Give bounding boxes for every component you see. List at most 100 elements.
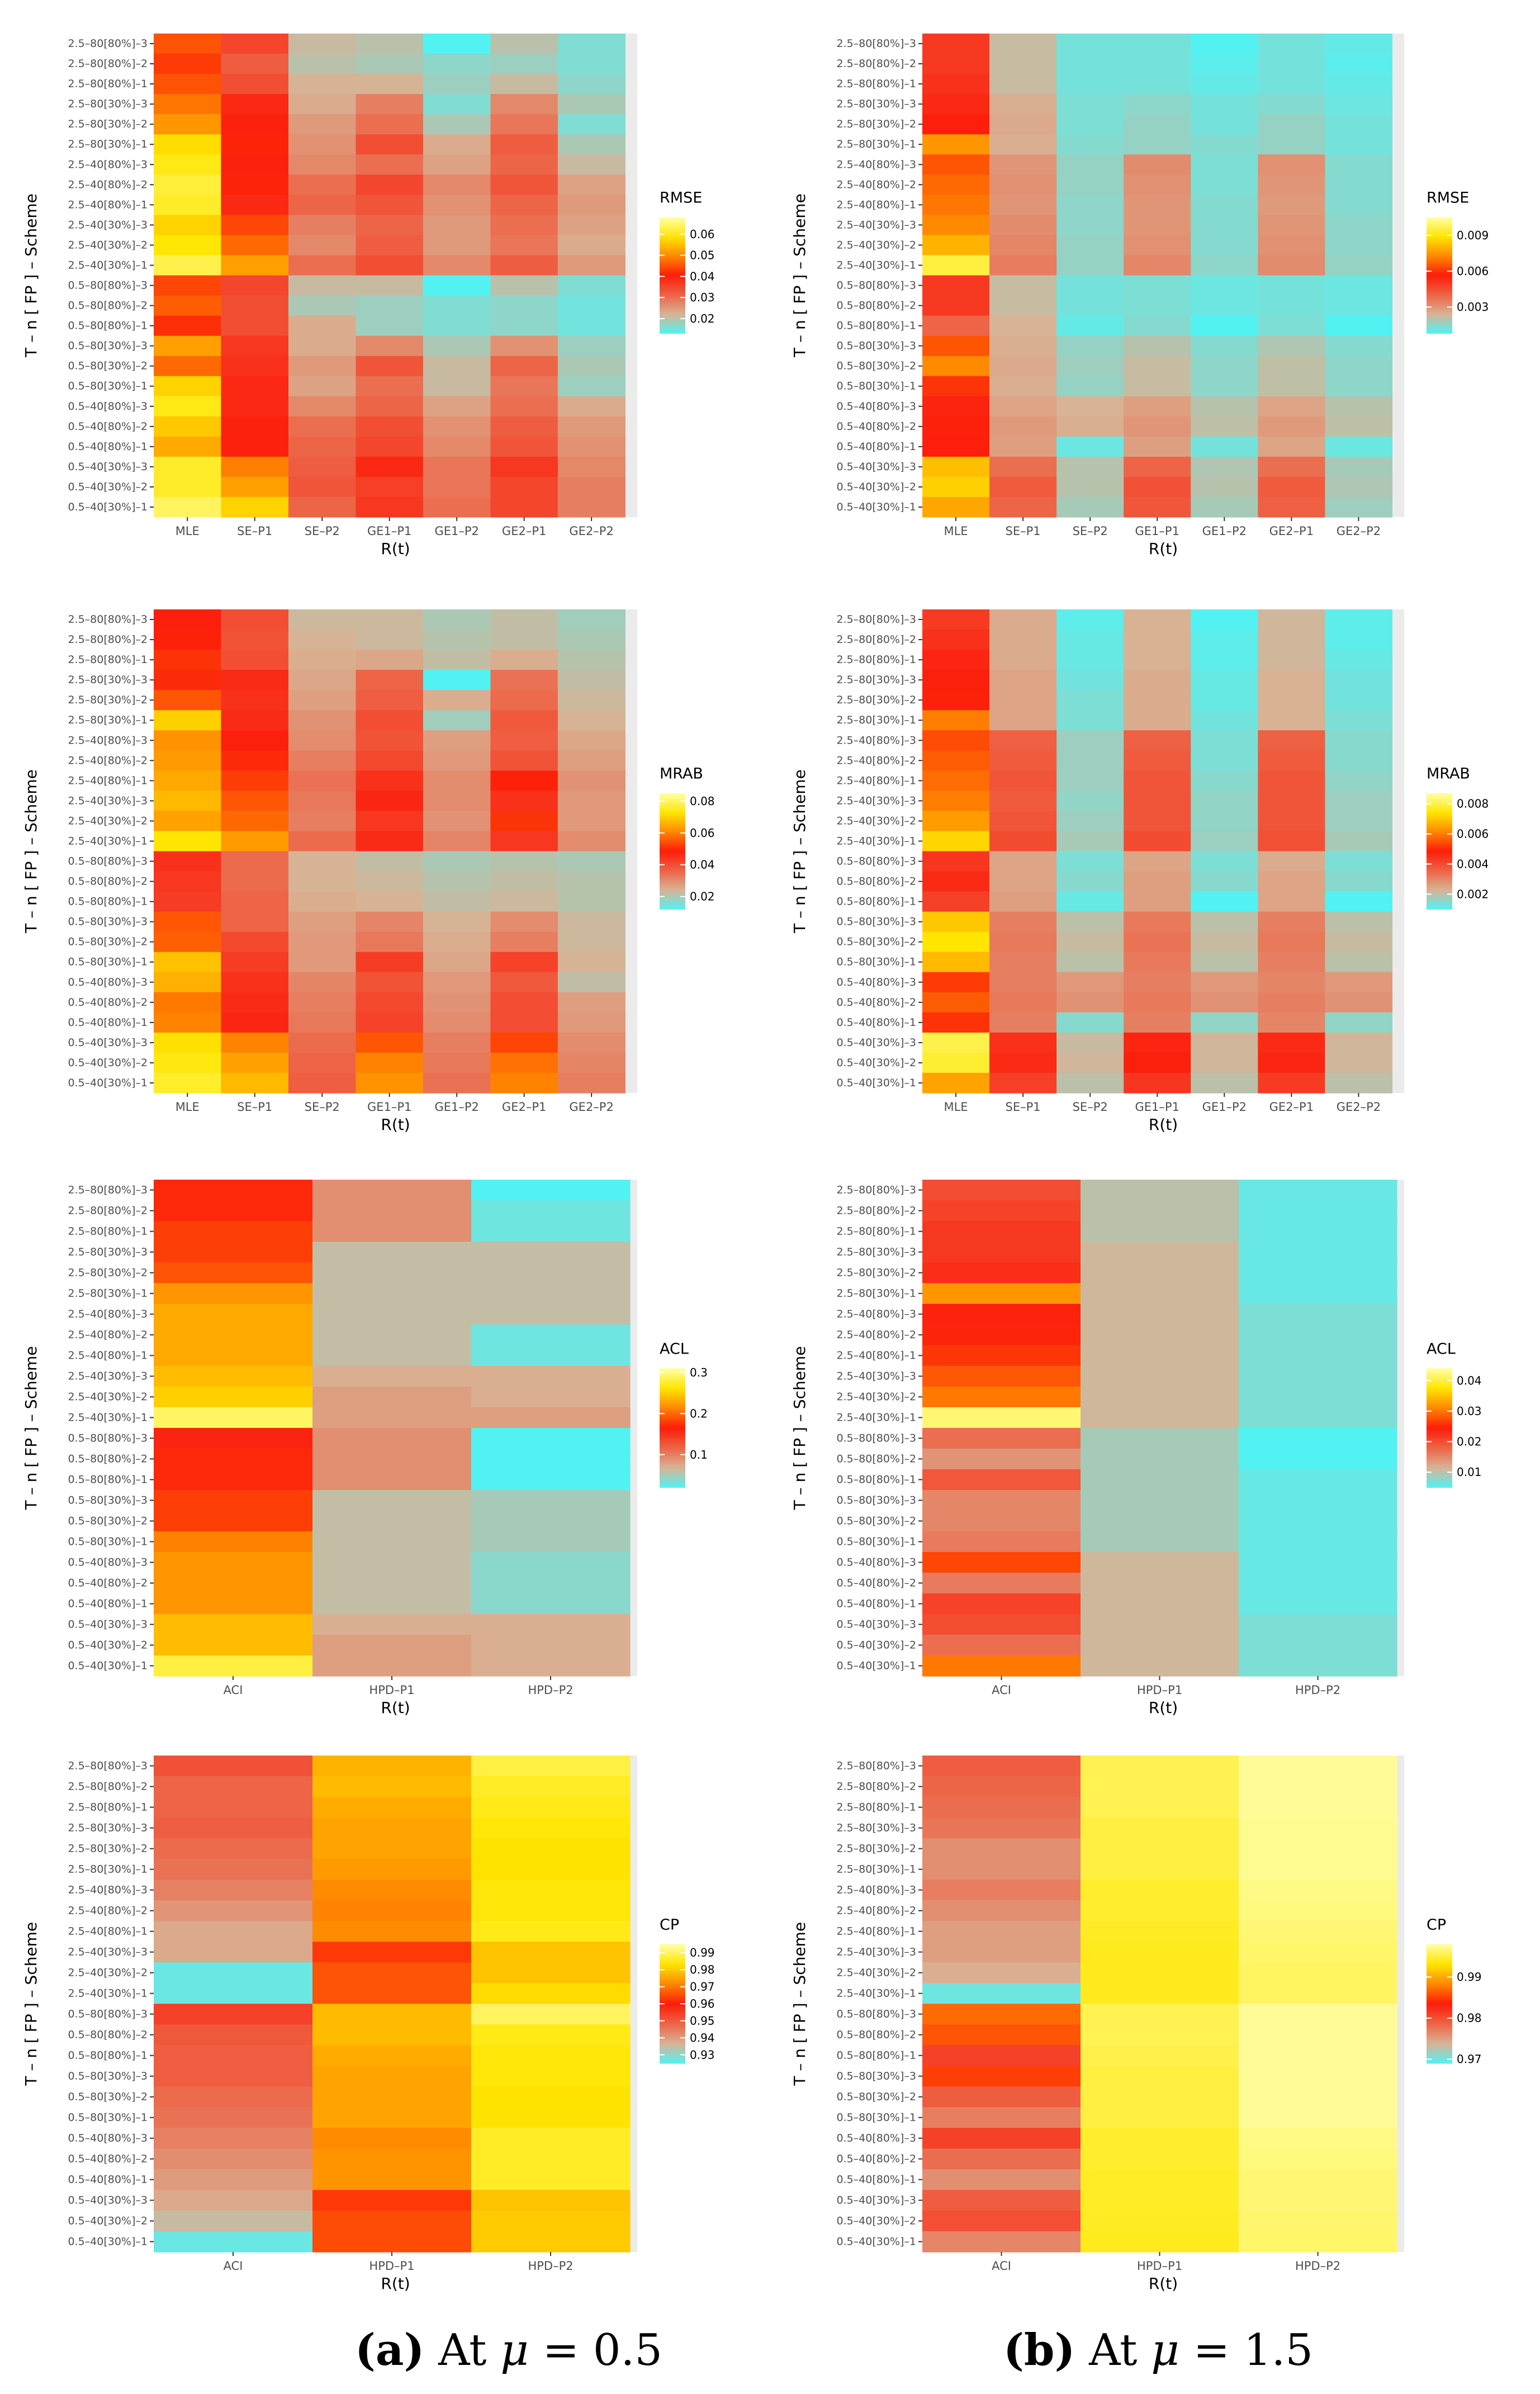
heat-cell: [1239, 2045, 1397, 2066]
heat-cell: [1124, 396, 1191, 417]
heat-cell: [1056, 295, 1124, 316]
heat-cell: [312, 1859, 472, 1880]
legend-gradient-step: [1427, 1473, 1452, 1476]
y-tick-label: 0.5–40[30%]–3: [68, 461, 148, 473]
heat-cell: [288, 195, 357, 215]
legend-gradient-step: [660, 838, 685, 840]
heat-cell: [1081, 1859, 1239, 1880]
heat-cell: [1258, 195, 1325, 215]
heat-cell: [154, 811, 222, 832]
heat-cell: [221, 690, 289, 711]
legend-gradient-step: [660, 797, 685, 799]
heat-cell: [1081, 1200, 1239, 1222]
heat-cell: [154, 1052, 222, 1073]
x-axis-title: R(t): [1149, 540, 1178, 558]
legend-gradient-step: [660, 1966, 685, 1969]
heat-cell: [312, 1387, 472, 1408]
heat-cell: [989, 831, 1057, 852]
heat-cell: [1081, 2045, 1239, 2066]
heat-cell: [221, 94, 289, 115]
heat-cell: [1124, 114, 1191, 135]
heat-cell: [154, 275, 222, 296]
heat-cell: [1239, 1407, 1397, 1428]
legend-gradient-step: [1427, 1455, 1452, 1458]
heat-cell: [557, 436, 626, 457]
legend-gradient-step: [660, 860, 685, 863]
legend-gradient-step: [660, 1956, 685, 1958]
y-tick-label: 2.5–40[30%]–3: [836, 1370, 916, 1383]
heat-cell: [1124, 851, 1191, 872]
legend-gradient-step: [1427, 2015, 1452, 2018]
heat-cell: [154, 295, 222, 316]
y-tick-label: 0.5–40[80%]–1: [68, 2174, 148, 2186]
heat-cell: [1191, 891, 1258, 912]
heat-cell: [356, 436, 424, 457]
heat-cell: [490, 1032, 558, 1053]
legend-tick-label: 0.96: [690, 1997, 715, 2010]
heat-cell: [471, 1345, 631, 1366]
heat-cell: [1124, 811, 1191, 832]
legend-gradient-step: [1427, 321, 1452, 324]
heat-cell: [312, 1838, 472, 1860]
heat-cell: [1081, 1818, 1239, 1839]
heat-cell: [221, 811, 289, 832]
legend-gradient-step: [1427, 893, 1452, 896]
heat-cell: [154, 376, 222, 397]
heat-cell: [356, 972, 424, 993]
heat-cell: [221, 174, 289, 195]
heat-cell: [1258, 791, 1325, 812]
y-tick-label: 0.5–40[30%]–2: [836, 2215, 916, 2227]
heat-cell: [288, 710, 357, 731]
heat-cell: [423, 871, 491, 892]
heat-cell: [288, 851, 357, 872]
heat-cell: [423, 496, 491, 518]
heat-cell: [1056, 496, 1124, 518]
legend-gradient-step: [660, 1402, 685, 1404]
heat-cell: [1258, 235, 1325, 256]
heat-cell: [1239, 1859, 1397, 1880]
heat-cell: [1056, 650, 1124, 670]
heat-cell: [922, 1655, 1081, 1677]
y-tick-label: 0.5–80[80%]–3: [68, 2008, 148, 2021]
heat-cell: [154, 2211, 313, 2232]
x-tick-label: HPD–P2: [528, 2259, 573, 2273]
heat-cell: [1239, 1511, 1397, 1532]
y-tick-label: 2.5–40[30%]–1: [68, 259, 148, 271]
heat-cell: [154, 154, 222, 175]
y-tick-label: 0.5–80[80%]–1: [68, 2050, 148, 2062]
legend-gradient-step: [660, 826, 685, 829]
legend-gradient-step: [1427, 2021, 1452, 2024]
heat-cell: [989, 891, 1057, 912]
heat-cell: [1239, 1838, 1397, 1860]
heat-cell: [1124, 34, 1191, 54]
heat-cell: [154, 1032, 222, 1053]
legend-gradient-step: [1427, 890, 1452, 892]
heat-cell: [490, 710, 558, 731]
heat-cell: [1191, 235, 1258, 256]
heat-cell: [356, 215, 424, 236]
heat-cell: [423, 972, 491, 993]
heat-cell: [1081, 2024, 1239, 2046]
heat-cell: [1239, 1180, 1397, 1201]
heat-cell: [154, 1242, 313, 1263]
x-tick-label: MLE: [176, 524, 200, 538]
legend-gradient-step: [1427, 864, 1452, 867]
heat-cell: [1239, 1797, 1397, 1818]
heat-cell: [154, 456, 222, 477]
heat-cell: [1258, 396, 1325, 417]
heat-cell: [312, 1614, 472, 1635]
heat-cell: [288, 831, 357, 852]
heat-cell: [356, 476, 424, 498]
legend-gradient-step: [1427, 258, 1452, 261]
heat-cell: [490, 831, 558, 852]
heat-cell: [312, 1490, 472, 1511]
heat-cell: [312, 1407, 472, 1428]
heat-cell: [221, 74, 289, 94]
heat-cell: [989, 931, 1057, 953]
heat-cell: [490, 295, 558, 316]
heat-cell: [288, 255, 357, 276]
legend-gradient-step: [660, 849, 685, 852]
heat-cell: [1239, 1200, 1397, 1222]
heat-cell: [312, 2004, 472, 2025]
heat-cell: [1124, 74, 1191, 94]
